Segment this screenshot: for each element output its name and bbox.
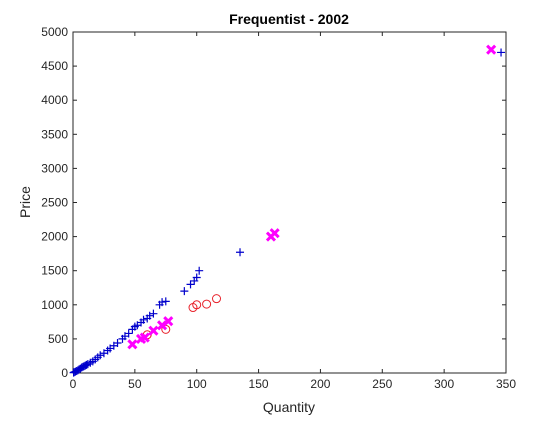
series-x-markers bbox=[127, 44, 497, 350]
data-point-plus bbox=[124, 329, 133, 338]
x-tick-label: 100 bbox=[187, 377, 207, 391]
plot-area-frame bbox=[72, 31, 507, 374]
x-tick-label: 350 bbox=[496, 377, 516, 391]
y-tick-label: 1000 bbox=[41, 298, 68, 312]
x-tick-label: 200 bbox=[310, 377, 330, 391]
data-point-plus bbox=[195, 266, 204, 275]
chart-title: Frequentist - 2002 bbox=[229, 11, 349, 27]
data-point-plus bbox=[149, 309, 158, 318]
data-point-plus bbox=[96, 351, 105, 360]
x-tick-label: 300 bbox=[434, 377, 454, 391]
x-tick-label: 0 bbox=[70, 377, 77, 391]
y-axis-label: Price bbox=[17, 186, 33, 218]
x-axis-label: Quantity bbox=[263, 399, 315, 415]
data-point-plus bbox=[113, 338, 122, 347]
data-point-circle bbox=[212, 294, 222, 304]
y-tick-label: 4500 bbox=[41, 59, 68, 73]
y-tick-label: 500 bbox=[48, 332, 68, 346]
series-plus-markers bbox=[69, 48, 506, 377]
data-point-plus bbox=[236, 248, 245, 257]
x-tick-label: 250 bbox=[372, 377, 392, 391]
data-point-x bbox=[139, 332, 150, 343]
data-point-x bbox=[163, 316, 174, 327]
data-point-plus bbox=[139, 315, 148, 324]
data-point-circle bbox=[192, 300, 202, 310]
data-point-x bbox=[148, 325, 159, 336]
data-point-plus bbox=[82, 360, 91, 369]
data-point-circle bbox=[202, 299, 212, 309]
data-point-plus bbox=[186, 280, 195, 289]
data-point-plus bbox=[192, 273, 201, 282]
data-point-plus bbox=[497, 48, 506, 57]
y-tick-label: 3000 bbox=[41, 161, 68, 175]
y-tick-label: 0 bbox=[61, 366, 68, 380]
data-point-plus bbox=[158, 298, 167, 307]
data-point-plus bbox=[161, 297, 170, 306]
x-tick-label: 150 bbox=[249, 377, 269, 391]
data-point-x bbox=[486, 44, 497, 55]
data-point-plus bbox=[180, 287, 189, 296]
y-tick-label: 3500 bbox=[41, 127, 68, 141]
y-tick-label: 4000 bbox=[41, 93, 68, 107]
data-point-x bbox=[127, 339, 138, 350]
x-tick-label: 50 bbox=[128, 377, 142, 391]
y-tick-label: 1500 bbox=[41, 264, 68, 278]
y-tick-label: 2500 bbox=[41, 196, 68, 210]
data-point-plus bbox=[145, 311, 154, 320]
y-tick-label: 2000 bbox=[41, 230, 68, 244]
data-point-x bbox=[269, 228, 280, 239]
y-tick-label: 5000 bbox=[41, 25, 68, 39]
